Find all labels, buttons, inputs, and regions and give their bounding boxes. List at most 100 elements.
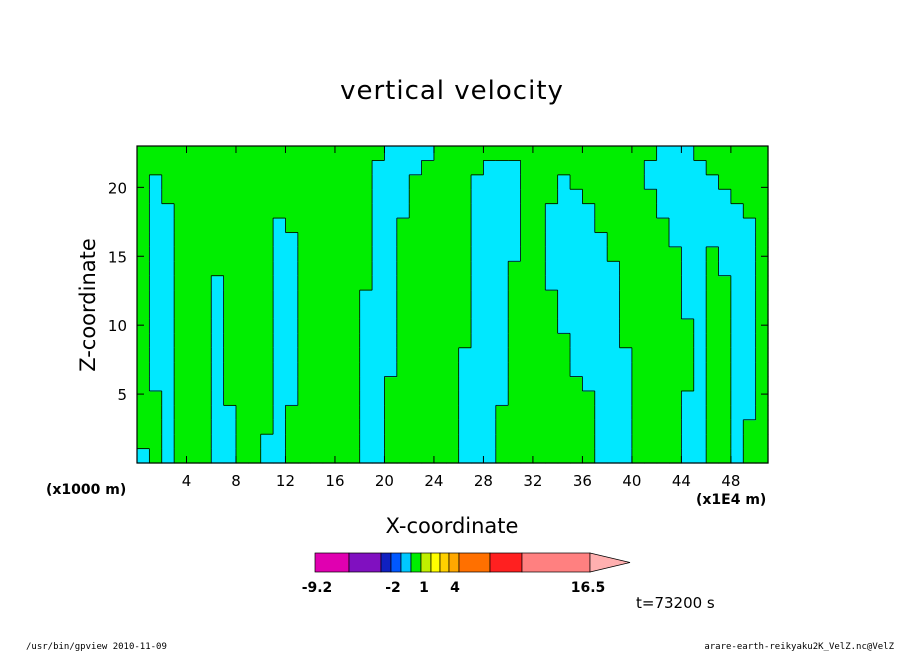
- field-cell: [471, 333, 485, 349]
- field-cell: [681, 390, 695, 406]
- field-cell: [137, 448, 150, 464]
- field-cell: [409, 448, 423, 464]
- field-cell: [718, 160, 732, 176]
- field-cell: [433, 246, 447, 262]
- field-cell: [495, 318, 509, 334]
- field-cell: [656, 146, 670, 162]
- field-cell: [223, 275, 237, 291]
- field-cell: [545, 318, 559, 334]
- field-cell: [137, 333, 150, 349]
- colorbar-arrow: [589, 552, 631, 573]
- field-cell: [174, 405, 188, 421]
- field-cell: [396, 261, 410, 277]
- field-cell: [322, 318, 336, 334]
- field-cell: [260, 419, 274, 435]
- x-tick-label: 8: [231, 472, 241, 490]
- field-cell: [149, 419, 163, 435]
- field-cell: [594, 318, 608, 334]
- field-cell: [557, 304, 571, 320]
- field-cell: [706, 174, 720, 190]
- field-cell: [693, 290, 707, 306]
- field-cell: [743, 275, 757, 291]
- field-cell: [681, 146, 695, 162]
- field-cell: [495, 203, 509, 219]
- field-cell: [582, 275, 596, 291]
- field-cell: [532, 218, 546, 234]
- field-cell: [557, 448, 571, 464]
- colorbar-swatch: [314, 552, 350, 573]
- field-cell: [570, 434, 584, 450]
- field-cell: [471, 232, 485, 248]
- field-cell: [161, 419, 175, 435]
- field-cell: [347, 362, 361, 378]
- field-cell: [706, 203, 720, 219]
- field-cell: [297, 246, 311, 262]
- field-cell: [545, 434, 559, 450]
- field-cell: [607, 376, 621, 392]
- field-cell: [755, 290, 769, 306]
- field-cell: [359, 290, 373, 306]
- field-cell: [607, 362, 621, 378]
- field-cell: [545, 304, 559, 320]
- field-cell: [681, 434, 695, 450]
- field-cell: [137, 347, 150, 363]
- field-cell: [743, 261, 757, 277]
- field-cell: [223, 232, 237, 248]
- field-cell: [248, 290, 262, 306]
- field-cell: [532, 275, 546, 291]
- field-cell: [372, 160, 386, 176]
- field-cell: [693, 448, 707, 464]
- field-cell: [273, 376, 287, 392]
- field-cell: [557, 434, 571, 450]
- field-cell: [545, 362, 559, 378]
- field-cell: [334, 362, 348, 378]
- field-cell: [433, 318, 447, 334]
- field-cell: [483, 304, 497, 320]
- field-cell: [334, 434, 348, 450]
- field-cell: [137, 376, 150, 392]
- field-cell: [322, 232, 336, 248]
- field-cell: [483, 146, 497, 162]
- field-cell: [508, 290, 522, 306]
- field-cell: [730, 318, 744, 334]
- field-cell: [458, 261, 472, 277]
- field-cell: [297, 146, 311, 162]
- field-cell: [347, 261, 361, 277]
- field-cell: [310, 347, 324, 363]
- field-cell: [223, 405, 237, 421]
- field-cell: [198, 448, 212, 464]
- field-cell: [310, 246, 324, 262]
- field-cell: [433, 434, 447, 450]
- field-cell: [347, 160, 361, 176]
- field-cell: [446, 218, 460, 234]
- field-cell: [743, 362, 757, 378]
- field-cell: [693, 174, 707, 190]
- field-cell: [211, 232, 225, 248]
- field-cell: [310, 390, 324, 406]
- field-cell: [149, 390, 163, 406]
- field-cell: [285, 246, 299, 262]
- field-cell: [211, 318, 225, 334]
- field-cell: [297, 275, 311, 291]
- field-cell: [421, 261, 435, 277]
- y-tick-label: 10: [108, 317, 127, 335]
- field-cell: [137, 390, 150, 406]
- field-cell: [334, 390, 348, 406]
- field-cell: [322, 419, 336, 435]
- field-cell: [359, 390, 373, 406]
- field-cell: [334, 275, 348, 291]
- field-cell: [334, 419, 348, 435]
- field-cell: [297, 419, 311, 435]
- field-cell: [322, 261, 336, 277]
- field-cell: [631, 405, 645, 421]
- field-cell: [545, 203, 559, 219]
- field-cell: [174, 160, 188, 176]
- field-cell: [495, 275, 509, 291]
- field-cell: [631, 362, 645, 378]
- field-cell: [570, 376, 584, 392]
- field-cell: [718, 390, 732, 406]
- field-cell: [446, 318, 460, 334]
- field-cell: [334, 318, 348, 334]
- field-cell: [409, 362, 423, 378]
- field-cell: [372, 448, 386, 464]
